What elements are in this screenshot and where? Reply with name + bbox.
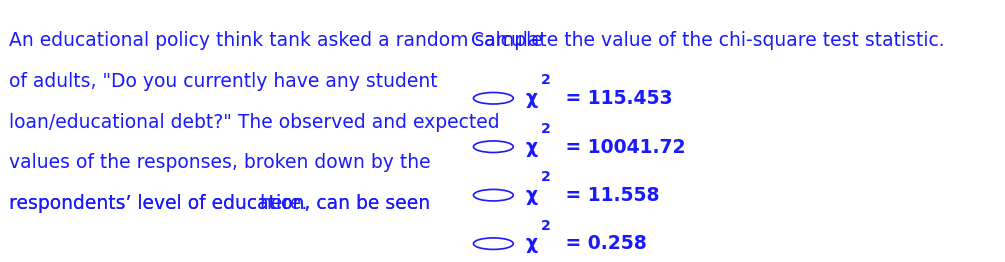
- Text: χ: χ: [525, 234, 537, 254]
- Text: = 11.558: = 11.558: [560, 186, 660, 205]
- Text: = 0.258: = 0.258: [560, 234, 647, 254]
- Text: 2: 2: [542, 122, 551, 136]
- Text: Calculate the value of the chi-square test statistic.: Calculate the value of the chi-square te…: [470, 31, 945, 51]
- Text: χ: χ: [525, 138, 537, 157]
- Text: loan/educational debt?" The observed and expected: loan/educational debt?" The observed and…: [9, 113, 499, 132]
- Text: 2: 2: [542, 219, 551, 233]
- Text: respondents’ level of education, can be seen: respondents’ level of education, can be …: [9, 194, 436, 213]
- Text: An educational policy think tank asked a random sample: An educational policy think tank asked a…: [9, 31, 543, 51]
- Text: χ: χ: [525, 89, 537, 108]
- Text: χ: χ: [525, 186, 537, 205]
- Text: here.: here.: [259, 194, 308, 213]
- Text: respondents’ level of education, can be seen: respondents’ level of education, can be …: [9, 194, 436, 213]
- Text: 2: 2: [542, 170, 551, 184]
- Text: values of the responses, broken down by the: values of the responses, broken down by …: [9, 153, 431, 172]
- Text: respondents’ level of education, can be seen here.: respondents’ level of education, can be …: [9, 194, 484, 213]
- Text: 2: 2: [542, 73, 551, 87]
- Text: = 10041.72: = 10041.72: [560, 138, 686, 157]
- Text: respondents’ level of education, can be seen here.: respondents’ level of education, can be …: [9, 194, 484, 213]
- Text: of adults, "Do you currently have any student: of adults, "Do you currently have any st…: [9, 72, 437, 91]
- Text: = 115.453: = 115.453: [560, 89, 673, 108]
